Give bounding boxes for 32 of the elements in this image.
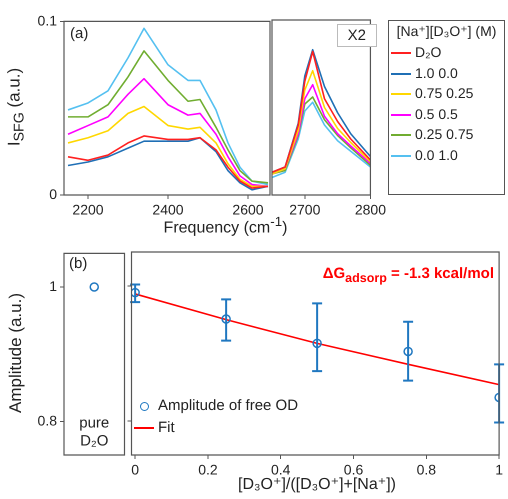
y-tick-label: 0.1 bbox=[38, 12, 58, 28]
point bbox=[403, 346, 413, 356]
legend-title: [Na⁺][D₃O⁺] (M) bbox=[396, 22, 498, 41]
x-axis-title: [D₃O⁺]/([D₃O⁺]+[Na⁺]) bbox=[238, 476, 396, 493]
x-tick-label: 0 bbox=[131, 461, 140, 478]
x-tick-label: 2700 bbox=[289, 201, 321, 218]
point bbox=[312, 338, 322, 348]
x-tick-label: pure D₂O bbox=[79, 414, 110, 450]
y-tick-label: 1 bbox=[49, 278, 58, 294]
x-tick-label: 2800 bbox=[354, 201, 386, 218]
y-tick-label: 0.8 bbox=[38, 412, 58, 428]
legend-label: 0.5 0.5 bbox=[415, 106, 458, 122]
annotation: X2 bbox=[336, 24, 377, 47]
legend-label: Amplitude of free OD bbox=[158, 397, 298, 414]
x-tick-label: 1 bbox=[495, 461, 504, 478]
x-tick-label: 0.4 bbox=[270, 461, 291, 478]
y-tick-label: 0 bbox=[49, 186, 58, 202]
annotation: (a) bbox=[70, 24, 88, 43]
legend-label: 0.75 0.25 bbox=[415, 85, 474, 101]
legend-label: D₂O bbox=[415, 44, 442, 60]
annotation: ΔG$_{adsorp}$ = -1.3 kcal/mol bbox=[322, 264, 494, 287]
x-tick-label: 0.8 bbox=[416, 461, 436, 478]
legend-label: 0.25 0.75 bbox=[415, 126, 474, 142]
legend-label: 0.0 1.0 bbox=[415, 146, 458, 162]
y-axis-title: Amplitude (a.u.) bbox=[6, 293, 26, 413]
legend-label: Fit bbox=[158, 419, 175, 436]
annotation: (b) bbox=[69, 254, 88, 273]
point bbox=[221, 314, 231, 324]
legend-label: 1.0 0.0 bbox=[415, 64, 458, 80]
x-tick-label: 0.6 bbox=[344, 461, 364, 478]
x-tick-label: 0.2 bbox=[198, 461, 218, 478]
x-tick-label: 2200 bbox=[72, 201, 104, 218]
